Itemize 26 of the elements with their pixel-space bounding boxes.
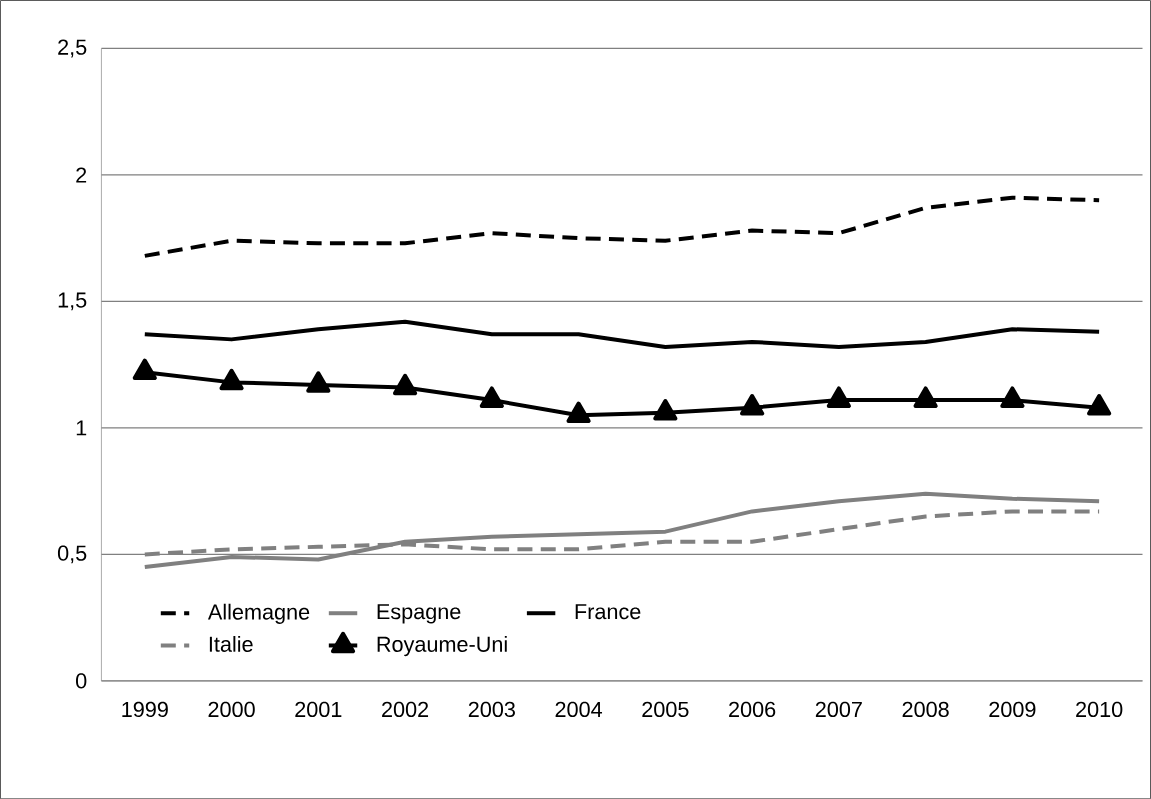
x-tick-label: 2002	[382, 701, 429, 717]
legend-label: France	[575, 604, 641, 620]
y-tick-label: 0,5	[57, 545, 87, 564]
x-tick-label: 2010	[1076, 701, 1123, 717]
line-series	[142, 491, 1102, 569]
x-tick-label: 1999	[122, 701, 168, 717]
legend-label: Royaume-Uni	[377, 635, 507, 657]
line-series	[142, 319, 1102, 349]
legend-label: Espagne	[377, 604, 461, 624]
x-tick-label: 2001	[295, 701, 342, 717]
x-tick-label: 2005	[642, 701, 689, 717]
x-tick-label: 2004	[555, 701, 603, 717]
legend-label: Italie	[209, 635, 253, 652]
line-series	[142, 195, 1102, 258]
x-tick-label: 2009	[989, 701, 1036, 717]
x-tick-label: 2006	[729, 701, 776, 717]
x-tick-label: 2008	[902, 701, 949, 717]
y-tick-label: 0	[76, 673, 87, 689]
x-tick-label: 2007	[815, 701, 862, 717]
legend-label: Allemagne	[207, 603, 310, 624]
x-tick-label: 2003	[468, 701, 515, 717]
y-tick-label: 2,5	[58, 39, 87, 58]
x-tick-label: 2000	[208, 701, 255, 717]
y-tick-label: 2	[76, 167, 87, 183]
y-tick-label: 1,5	[58, 292, 87, 311]
y-tick-label: 1	[76, 420, 87, 436]
